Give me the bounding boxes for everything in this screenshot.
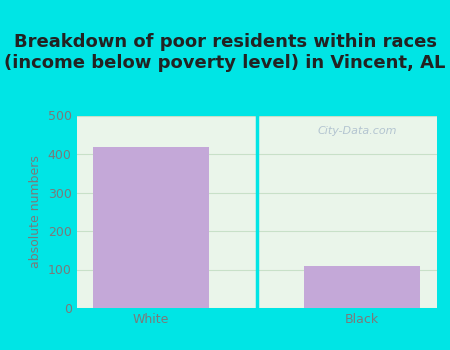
Bar <box>304 266 420 308</box>
Text: City-Data.com: City-Data.com <box>318 126 397 136</box>
Bar <box>93 147 209 308</box>
Text: Breakdown of poor residents within races
(income below poverty level) in Vincent: Breakdown of poor residents within races… <box>4 33 446 72</box>
Y-axis label: absolute numbers: absolute numbers <box>29 155 42 268</box>
